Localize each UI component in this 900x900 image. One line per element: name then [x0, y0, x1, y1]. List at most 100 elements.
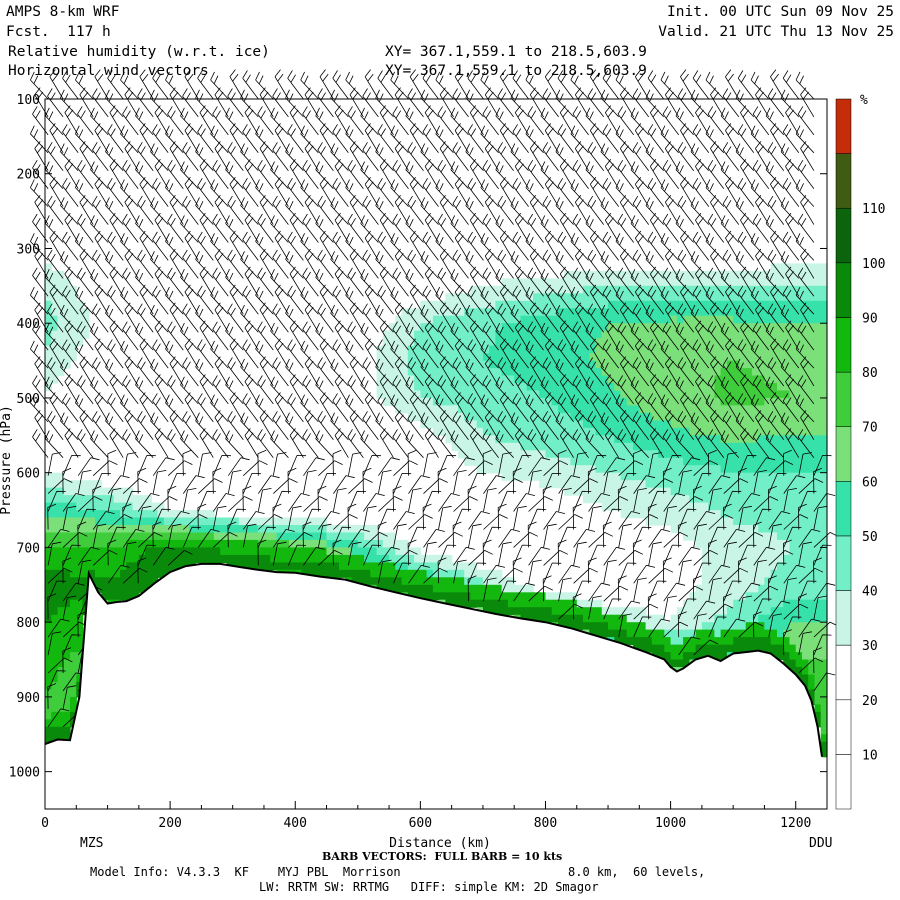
wind-barb	[573, 490, 592, 512]
rh-cell	[795, 607, 803, 616]
rh-cell	[564, 300, 572, 309]
wind-barb	[437, 159, 454, 189]
rh-cell	[451, 300, 459, 309]
wind-barb	[528, 470, 542, 494]
rh-cell	[514, 420, 522, 429]
rh-cell	[57, 622, 65, 631]
rh-cell	[639, 450, 647, 459]
rh-cell	[57, 480, 65, 489]
rh-cell	[701, 383, 709, 392]
rh-cell	[620, 472, 628, 481]
rh-cell	[163, 532, 171, 541]
rh-cell	[639, 353, 647, 362]
rh-cell	[658, 300, 665, 309]
rh-cell	[664, 397, 672, 406]
rh-cell	[802, 487, 809, 496]
wind-barb	[333, 475, 355, 494]
rh-cell	[664, 360, 672, 369]
rh-cell	[120, 569, 127, 578]
wind-barb	[753, 585, 779, 602]
wind-barb	[62, 393, 79, 423]
rh-cell	[714, 300, 722, 309]
rh-cell	[670, 368, 678, 377]
wind-barb	[109, 159, 124, 189]
rh-cell	[789, 629, 797, 638]
rh-cell	[595, 278, 603, 287]
rh-cell	[276, 532, 284, 541]
wind-barb	[649, 428, 665, 458]
wind-barb	[347, 503, 357, 530]
rh-cell	[708, 315, 715, 324]
rh-cell	[589, 383, 597, 392]
rh-cell	[758, 285, 766, 294]
wind-barb	[604, 374, 620, 405]
wind-barb	[678, 457, 701, 476]
rh-cell	[57, 315, 65, 324]
wind-barb	[92, 550, 118, 566]
wind-barb	[62, 124, 79, 154]
wind-barb	[782, 231, 800, 261]
wind-barb	[559, 159, 574, 189]
rh-cell	[545, 308, 553, 317]
rh-cell	[820, 749, 828, 758]
wind-barb	[693, 600, 716, 620]
wind-barb	[124, 302, 139, 333]
rh-cell	[720, 465, 728, 474]
wind-barb	[573, 541, 587, 566]
rh-cell	[645, 405, 653, 414]
rh-cell	[658, 629, 665, 638]
wind-barb	[753, 508, 772, 530]
wind-barb	[585, 107, 604, 136]
rh-cell	[51, 704, 59, 713]
rh-cell	[726, 480, 734, 489]
wind-barb	[288, 532, 313, 548]
rh-cell	[802, 622, 809, 631]
rh-cell	[651, 383, 659, 392]
rh-cell	[520, 450, 528, 459]
rh-cell	[620, 330, 628, 339]
rh-cell	[783, 323, 791, 332]
rh-cell	[495, 607, 503, 616]
rh-cell	[651, 308, 659, 317]
rh-cell	[157, 525, 165, 534]
rh-cell	[63, 547, 71, 556]
rh-cell	[689, 435, 697, 444]
rh-cell	[651, 285, 659, 294]
rh-cell	[232, 547, 240, 556]
wind-barb	[693, 523, 707, 548]
rh-cell	[583, 472, 590, 481]
rh-cell	[589, 480, 597, 489]
wind-barb	[424, 266, 439, 297]
rh-cell	[714, 383, 722, 392]
rh-cell	[783, 412, 791, 421]
rh-cell	[520, 457, 528, 466]
wind-barb	[615, 233, 634, 261]
rh-cell	[764, 644, 772, 653]
rh-cell	[633, 360, 640, 369]
rh-cell	[476, 300, 484, 309]
rh-cell	[751, 525, 759, 534]
rh-cell	[820, 659, 828, 668]
rh-cell	[639, 442, 647, 451]
wind-barb	[695, 320, 710, 351]
rh-cell	[207, 547, 215, 556]
rh-cell	[701, 457, 709, 466]
wind-barb	[242, 339, 259, 369]
wind-barb	[229, 338, 244, 369]
rh-cell	[70, 629, 77, 638]
rh-cell	[583, 607, 590, 616]
rh-cell	[257, 532, 265, 541]
rh-cell	[639, 278, 647, 287]
rh-cell	[614, 457, 622, 466]
rh-cell	[658, 383, 665, 392]
wind-barb	[152, 470, 167, 494]
rh-cell	[426, 584, 434, 593]
wind-barb	[90, 215, 109, 243]
rh-cell	[770, 420, 778, 429]
rh-cell	[802, 270, 809, 279]
rh-cell	[564, 285, 572, 294]
rh-cell	[489, 375, 497, 384]
rh-cell	[314, 532, 321, 541]
wind-barb	[182, 249, 199, 279]
wind-barb	[62, 532, 88, 548]
